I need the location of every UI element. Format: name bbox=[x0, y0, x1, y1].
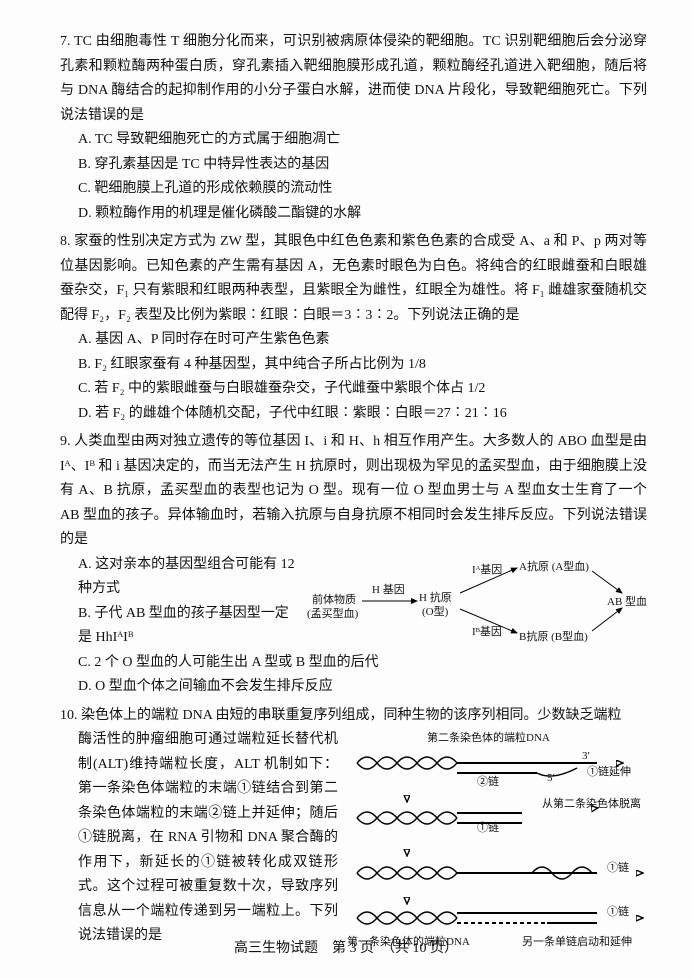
q9-text: 人类血型由两对独立遗传的等位基因 I、i 和 H、h 相互作用产生。大多数人的 … bbox=[60, 434, 647, 547]
lbl-hgene: H 基因 bbox=[372, 581, 405, 600]
lbl-chain2: ②链 bbox=[477, 773, 499, 792]
q8-body: 8. 家蚕的性别决定方式为 ZW 型，其眼色中红色色素和紫色色素的合成受 A、a… bbox=[60, 230, 647, 328]
q10-diagram: 第二条染色体的端粒DNA 3′ 5′ ①链延伸 ②链 从第二条染色体脱离 ①链 … bbox=[347, 733, 657, 953]
q7-opt-c: C. 靶细胞膜上孔道的形成依赖膜的流动性 bbox=[78, 177, 647, 202]
q7-num: 7. bbox=[60, 34, 71, 49]
q10-text: 酶活性的肿瘤细胞可通过端粒延长替代机制(ALT)维持端粒长度，ALT 机制如下：… bbox=[60, 728, 338, 949]
exam-page: 7. TC 由细胞毒性 T 细胞分化而来，可识别被病原体侵染的靶细胞。TC 识别… bbox=[0, 0, 692, 979]
lbl-p5: 5′ bbox=[547, 769, 555, 788]
q9-opt-d: D. O 型血个体之间输血不会发生排斥反应 bbox=[78, 675, 647, 700]
q9-diagram: 前体物质 (孟买型血) H 基因 H 抗原 (O型) Iᴬ基因 Iᴮ基因 A抗原… bbox=[317, 553, 647, 648]
lbl-abblood: AB 型血 bbox=[607, 593, 647, 612]
lbl-otype: (O型) bbox=[422, 603, 448, 622]
question-9: 9. 人类血型由两对独立遗传的等位基因 I、i 和 H、h 相互作用产生。大多数… bbox=[60, 430, 647, 700]
lbl-chain1b: ①链 bbox=[607, 859, 629, 878]
lbl-chain1a: ①链 bbox=[477, 819, 499, 838]
page-footer: 高三生物试题 第 3 页 （共 10 页） bbox=[0, 937, 692, 962]
q7-text: TC 由细胞毒性 T 细胞分化而来，可识别被病原体侵染的靶细胞。TC 识别靶细胞… bbox=[60, 34, 647, 123]
question-8: 8. 家蚕的性别决定方式为 ZW 型，其眼色中红色色素和紫色色素的合成受 A、a… bbox=[60, 230, 647, 426]
lbl-leave: 从第二条染色体脱离 bbox=[542, 795, 641, 814]
q10-intro-line: 10. 染色体上的端粒 DNA 由短的串联重复序列组成，同种生物的该序列相同。少… bbox=[60, 704, 647, 729]
q8-text: 家蚕的性别决定方式为 ZW 型，其眼色中红色色素和紫色色素的合成受 A、a 和 … bbox=[60, 234, 647, 323]
q9-wrap: A. 这对亲本的基因型组合可能有 12 种方式 B. 子代 AB 型血的孩子基因… bbox=[60, 553, 647, 651]
lbl-ext1: ①链延伸 bbox=[587, 763, 631, 782]
lbl-aantigen: A抗原 (A型血) bbox=[519, 558, 589, 577]
q8-opt-d: D. 若 F₂ 的雌雄个体随机交配，子代中红眼∶紫眼∶白眼＝27∶21∶16 bbox=[78, 402, 647, 427]
q9-opt-c: C. 2 个 O 型血的人可能生出 A 型或 B 型血的后代 bbox=[78, 651, 647, 676]
q7-options: A. TC 导致靶细胞死亡的方式属于细胞凋亡 B. 穿孔素基因是 TC 中特异性… bbox=[60, 128, 647, 226]
question-10: 10. 染色体上的端粒 DNA 由短的串联重复序列组成，同种生物的该序列相同。少… bbox=[60, 704, 647, 949]
q8-opt-b: B. F₂ 红眼家蚕有 4 种基因型，其中纯合子所占比例为 1/8 bbox=[78, 353, 647, 378]
lbl-l2dna: 第二条染色体的端粒DNA bbox=[427, 729, 550, 748]
q8-opt-c: C. 若 F₂ 中的紫眼雌蚕与白眼雄蚕杂交，子代雌蚕中紫眼个体占 1/2 bbox=[78, 377, 647, 402]
lbl-iagene: Iᴬ基因 bbox=[472, 561, 502, 580]
lbl-precursor2: (孟买型血) bbox=[307, 605, 358, 624]
lbl-chain1c: ①链 bbox=[607, 903, 629, 922]
q9-opt-a: A. 这对亲本的基因型组合可能有 12 种方式 bbox=[78, 553, 298, 602]
q8-options: A. 基因 A、P 同时存在时可产生紫色色素 B. F₂ 红眼家蚕有 4 种基因… bbox=[60, 328, 647, 426]
lbl-bantigen: B抗原 (B型血) bbox=[519, 628, 588, 647]
q10-num: 10. bbox=[60, 708, 78, 723]
q10-wrap: 酶活性的肿瘤细胞可通过端粒延长替代机制(ALT)维持端粒长度，ALT 机制如下：… bbox=[60, 728, 647, 949]
q9-opt-b: B. 子代 AB 型血的孩子基因型一定是 HhIᴬIᴮ bbox=[78, 602, 298, 651]
q9-num: 9. bbox=[60, 434, 71, 449]
q9-options-left: A. 这对亲本的基因型组合可能有 12 种方式 B. 子代 AB 型血的孩子基因… bbox=[60, 553, 298, 651]
lbl-ibgene: Iᴮ基因 bbox=[472, 623, 502, 642]
q8-num: 8. bbox=[60, 234, 71, 249]
q9-options-rest: C. 2 个 O 型血的人可能生出 A 型或 B 型血的后代 D. O 型血个体… bbox=[60, 651, 647, 700]
q9-body: 9. 人类血型由两对独立遗传的等位基因 I、i 和 H、h 相互作用产生。大多数… bbox=[60, 430, 647, 553]
q7-opt-b: B. 穿孔素基因是 TC 中特异性表达的基因 bbox=[78, 153, 647, 178]
q7-opt-d: D. 颗粒酶作用的机理是催化磷酸二酯键的水解 bbox=[78, 202, 647, 227]
q7-body: 7. TC 由细胞毒性 T 细胞分化而来，可识别被病原体侵染的靶细胞。TC 识别… bbox=[60, 30, 647, 128]
q7-opt-a: A. TC 导致靶细胞死亡的方式属于细胞凋亡 bbox=[78, 128, 647, 153]
q10-intro: 染色体上的端粒 DNA 由短的串联重复序列组成，同种生物的该序列相同。少数缺乏端… bbox=[81, 708, 622, 723]
question-7: 7. TC 由细胞毒性 T 细胞分化而来，可识别被病原体侵染的靶细胞。TC 识别… bbox=[60, 30, 647, 226]
q8-opt-a: A. 基因 A、P 同时存在时可产生紫色色素 bbox=[78, 328, 647, 353]
